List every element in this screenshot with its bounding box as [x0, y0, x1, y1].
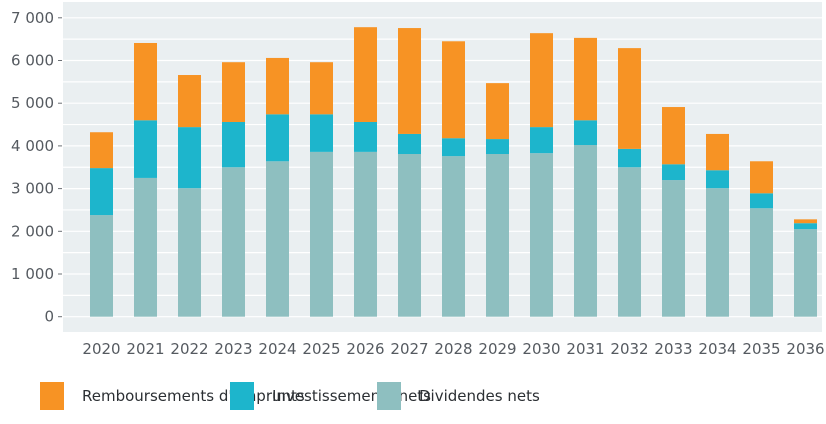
legend-swatch-remboursements [40, 382, 64, 410]
bar-segment-remboursements-d-emprunts-2030 [530, 33, 553, 128]
x-tick-label: 2022 [170, 340, 208, 358]
x-tick-label: 2028 [434, 340, 472, 358]
bar-segment-remboursements-d-emprunts-2024 [266, 57, 289, 115]
x-tick-label: 2036 [786, 340, 824, 358]
y-tick-label: 3 000 [11, 180, 54, 198]
bar-segment-investissements-nets-2024 [266, 114, 289, 162]
x-tick-label: 2020 [82, 340, 120, 358]
bar-segment-dividendes-nets-2031 [574, 145, 597, 317]
legend-swatch-investissements [230, 382, 254, 410]
y-tick-label: 0 [44, 308, 54, 326]
bar-segment-dividendes-nets-2032 [618, 167, 641, 317]
bar-segment-remboursements-d-emprunts-2027 [398, 28, 421, 134]
bar-segment-remboursements-d-emprunts-2036 [794, 219, 817, 224]
bar-segment-investissements-nets-2023 [222, 121, 245, 168]
bar-segment-dividendes-nets-2024 [266, 161, 289, 317]
bar-segment-investissements-nets-2033 [662, 164, 685, 181]
bar-segment-remboursements-d-emprunts-2028 [442, 41, 465, 139]
bar-segment-remboursements-d-emprunts-2031 [574, 37, 597, 121]
x-axis: 2020 2021 2022 2023 2024 2025 2026 2027 2028 2029… [82, 340, 824, 358]
bar-segment-investissements-nets-2026 [354, 121, 377, 152]
bar-segment-dividendes-nets-2029 [486, 154, 509, 317]
y-tick-label: 6 000 [11, 52, 54, 70]
bar-segment-investissements-nets-2022 [178, 127, 201, 189]
bar-segment-dividendes-nets-2028 [442, 156, 465, 317]
bar-segment-remboursements-d-emprunts-2021 [134, 42, 157, 121]
bar-segment-dividendes-nets-2034 [706, 188, 729, 317]
bar-segment-investissements-nets-2034 [706, 170, 729, 189]
x-tick-label: 2034 [698, 340, 736, 358]
bar-segment-investissements-nets-2036 [794, 223, 817, 230]
bar-segment-investissements-nets-2030 [530, 127, 553, 154]
x-tick-label: 2025 [302, 340, 340, 358]
bar-segment-remboursements-d-emprunts-2035 [750, 161, 773, 194]
x-tick-label: 2030 [522, 340, 560, 358]
bar-segment-dividendes-nets-2036 [794, 229, 817, 317]
bar-segment-dividendes-nets-2023 [222, 167, 245, 317]
bar-segment-dividendes-nets-2021 [134, 177, 157, 317]
bar-segment-remboursements-d-emprunts-2022 [178, 75, 201, 128]
y-tick-label: 7 000 [11, 9, 54, 27]
x-tick-label: 2029 [478, 340, 516, 358]
bar-segment-dividendes-nets-2035 [750, 208, 773, 317]
x-tick-label: 2026 [346, 340, 384, 358]
bar-segment-investissements-nets-2027 [398, 133, 421, 155]
x-tick-label: 2031 [566, 340, 604, 358]
bar-segment-dividendes-nets-2022 [178, 188, 201, 317]
y-tick-label: 1 000 [11, 265, 54, 283]
y-tick-label: 2 000 [11, 222, 54, 240]
bars [90, 27, 817, 317]
legend-label: Dividendes nets [419, 387, 540, 405]
x-tick-label: 2035 [742, 340, 780, 358]
bar-segment-remboursements-d-emprunts-2023 [222, 62, 245, 122]
y-tick-label: 5 000 [11, 94, 54, 112]
legend-item-dividendes[interactable]: Dividendes nets [377, 382, 540, 410]
bar-segment-dividendes-nets-2033 [662, 180, 685, 317]
bar-segment-remboursements-d-emprunts-2032 [618, 48, 641, 149]
bar-segment-investissements-nets-2029 [486, 139, 509, 155]
stacked-bar-chart: 0 1 000 2 000 3 000 4 000 5 000 6 000 7 000 202… [11, 2, 825, 358]
bar-segment-remboursements-d-emprunts-2029 [486, 83, 509, 140]
bar-segment-investissements-nets-2032 [618, 148, 641, 168]
bar-segment-dividendes-nets-2025 [310, 151, 333, 317]
y-tick-label: 4 000 [11, 137, 54, 155]
x-tick-label: 2023 [214, 340, 252, 358]
bar-segment-investissements-nets-2028 [442, 138, 465, 157]
bar-segment-dividendes-nets-2020 [90, 215, 113, 317]
x-tick-label: 2027 [390, 340, 428, 358]
bar-segment-remboursements-d-emprunts-2020 [90, 132, 113, 169]
bar-segment-remboursements-d-emprunts-2026 [354, 27, 377, 122]
bar-segment-dividendes-nets-2030 [530, 153, 553, 317]
bar-segment-dividendes-nets-2027 [398, 154, 421, 317]
x-tick-label: 2024 [258, 340, 296, 358]
bar-segment-investissements-nets-2031 [574, 120, 597, 146]
bar-segment-investissements-nets-2020 [90, 168, 113, 216]
bar-segment-remboursements-d-emprunts-2033 [662, 107, 685, 165]
bar-segment-remboursements-d-emprunts-2025 [310, 62, 333, 115]
bar-segment-investissements-nets-2025 [310, 114, 333, 152]
x-tick-label: 2032 [610, 340, 648, 358]
legend: Remboursements d'emprunts Investissement… [0, 382, 826, 412]
bar-segment-investissements-nets-2035 [750, 193, 773, 209]
x-tick-label: 2021 [126, 340, 164, 358]
legend-swatch-dividendes [377, 382, 401, 410]
bar-segment-investissements-nets-2021 [134, 120, 157, 178]
x-tick-label: 2033 [654, 340, 692, 358]
bar-segment-dividendes-nets-2026 [354, 151, 377, 317]
bar-segment-remboursements-d-emprunts-2034 [706, 133, 729, 171]
y-axis: 0 1 000 2 000 3 000 4 000 5 000 6 000 7 000 [11, 9, 62, 326]
